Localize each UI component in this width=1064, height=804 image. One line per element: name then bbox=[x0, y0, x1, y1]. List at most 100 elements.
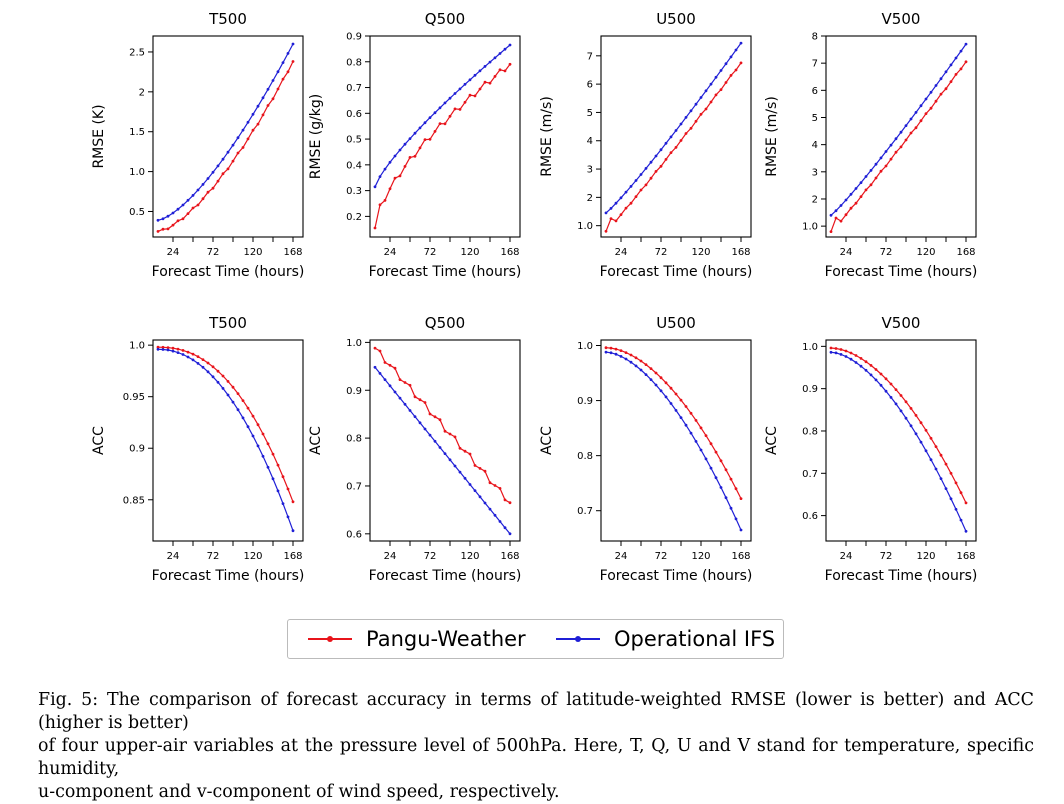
data-point-ifs bbox=[508, 43, 512, 47]
data-point-ifs bbox=[493, 513, 497, 517]
data-point-ifs bbox=[473, 489, 477, 492]
data-point-ifs bbox=[724, 62, 728, 66]
y-tick-label: 4 bbox=[587, 136, 593, 147]
y-axis-label: ACC bbox=[91, 426, 107, 455]
data-point-ifs bbox=[388, 160, 392, 164]
y-tick-label: 0.5 bbox=[129, 207, 145, 218]
data-point-ifs bbox=[934, 467, 938, 471]
data-point-ifs bbox=[619, 355, 623, 358]
data-point-ifs bbox=[724, 496, 728, 500]
y-tick-label: 4 bbox=[812, 140, 818, 151]
data-point-pangu bbox=[734, 487, 738, 491]
legend-item-ifs: Operational IFS bbox=[556, 620, 775, 658]
data-point-ifs bbox=[674, 129, 678, 132]
data-point-pangu bbox=[949, 80, 953, 83]
chart-panel-7: U500 0.7 0.8 0.9 1.0 24 72 120 168 Forecast Time … bbox=[539, 314, 752, 584]
data-point-ifs bbox=[503, 47, 507, 51]
data-point-ifs bbox=[478, 495, 482, 499]
data-point-ifs bbox=[256, 104, 260, 108]
data-point-ifs bbox=[614, 201, 618, 205]
data-point-ifs bbox=[939, 77, 943, 81]
data-point-pangu bbox=[909, 407, 913, 410]
data-point-pangu bbox=[246, 137, 250, 141]
data-point-pangu bbox=[176, 347, 180, 351]
x-tick-label: 168 bbox=[956, 551, 975, 562]
data-point-pangu bbox=[654, 170, 658, 173]
data-point-pangu bbox=[709, 100, 713, 104]
data-point-pangu bbox=[899, 394, 903, 397]
data-point-pangu bbox=[909, 131, 913, 135]
data-point-ifs bbox=[498, 52, 502, 55]
y-tick-label: 0.7 bbox=[346, 481, 362, 492]
data-point-pangu bbox=[468, 93, 472, 97]
data-point-pangu bbox=[503, 498, 507, 502]
data-point-ifs bbox=[473, 73, 477, 77]
data-point-pangu bbox=[919, 119, 923, 123]
chart-title: T500 bbox=[208, 314, 247, 332]
x-tick-label: 24 bbox=[384, 247, 397, 258]
x-tick-label: 24 bbox=[840, 247, 853, 258]
y-tick-label: 0.5 bbox=[346, 135, 362, 146]
data-point-pangu bbox=[649, 367, 653, 370]
data-point-ifs bbox=[216, 380, 220, 384]
y-tick-label: 1.0 bbox=[577, 221, 593, 232]
data-point-ifs bbox=[669, 135, 673, 139]
data-point-ifs bbox=[438, 446, 442, 449]
data-point-ifs bbox=[734, 48, 738, 52]
data-point-pangu bbox=[684, 132, 688, 135]
data-point-ifs bbox=[709, 82, 713, 86]
data-point-ifs bbox=[176, 207, 180, 211]
y-tick-label: 0.9 bbox=[129, 444, 145, 455]
data-point-pangu bbox=[669, 386, 673, 390]
data-point-ifs bbox=[639, 173, 643, 176]
data-point-pangu bbox=[186, 350, 190, 354]
x-tick-label: 168 bbox=[731, 551, 750, 562]
data-point-pangu bbox=[176, 219, 180, 223]
x-axis-label: Forecast Time (hours) bbox=[152, 264, 305, 280]
plot-frame bbox=[152, 339, 304, 542]
data-point-pangu bbox=[261, 113, 265, 117]
data-point-ifs bbox=[478, 69, 482, 73]
data-point-pangu bbox=[699, 426, 703, 430]
data-point-pangu bbox=[854, 201, 858, 205]
data-point-ifs bbox=[904, 416, 908, 420]
data-point-pangu bbox=[261, 432, 265, 436]
data-point-ifs bbox=[398, 396, 402, 400]
data-point-pangu bbox=[684, 405, 688, 408]
data-point-ifs bbox=[899, 409, 903, 413]
data-point-pangu bbox=[498, 68, 502, 72]
data-point-ifs bbox=[493, 56, 497, 60]
series-line-ifs bbox=[830, 351, 967, 532]
data-point-ifs bbox=[834, 209, 838, 213]
data-point-pangu bbox=[463, 449, 467, 453]
data-point-pangu bbox=[629, 201, 633, 205]
y-tick-label: 3 bbox=[812, 167, 818, 178]
data-point-pangu bbox=[964, 60, 968, 64]
x-tick-label: 120 bbox=[460, 551, 479, 562]
data-point-pangu bbox=[398, 378, 402, 381]
data-point-pangu bbox=[478, 467, 482, 470]
data-point-pangu bbox=[473, 94, 477, 98]
data-point-ifs bbox=[186, 355, 190, 359]
data-point-pangu bbox=[664, 158, 668, 161]
data-point-ifs bbox=[508, 532, 512, 536]
data-point-pangu bbox=[161, 345, 165, 349]
data-point-pangu bbox=[614, 347, 618, 351]
data-point-ifs bbox=[679, 122, 683, 126]
y-tick-label: 6 bbox=[587, 80, 593, 91]
data-point-pangu bbox=[221, 374, 225, 378]
data-point-ifs bbox=[694, 440, 698, 443]
data-point-ifs bbox=[201, 365, 205, 369]
data-point-ifs bbox=[864, 175, 868, 178]
data-point-ifs bbox=[629, 360, 633, 364]
data-point-ifs bbox=[639, 368, 643, 372]
data-point-pangu bbox=[694, 419, 698, 422]
data-point-pangu bbox=[839, 348, 843, 351]
y-axis-label: ACC bbox=[764, 426, 780, 455]
data-point-pangu bbox=[241, 399, 245, 402]
data-point-ifs bbox=[679, 416, 683, 419]
data-point-pangu bbox=[161, 227, 165, 231]
data-point-pangu bbox=[664, 381, 668, 385]
x-tick-label: 72 bbox=[880, 551, 893, 562]
data-point-ifs bbox=[919, 104, 923, 108]
